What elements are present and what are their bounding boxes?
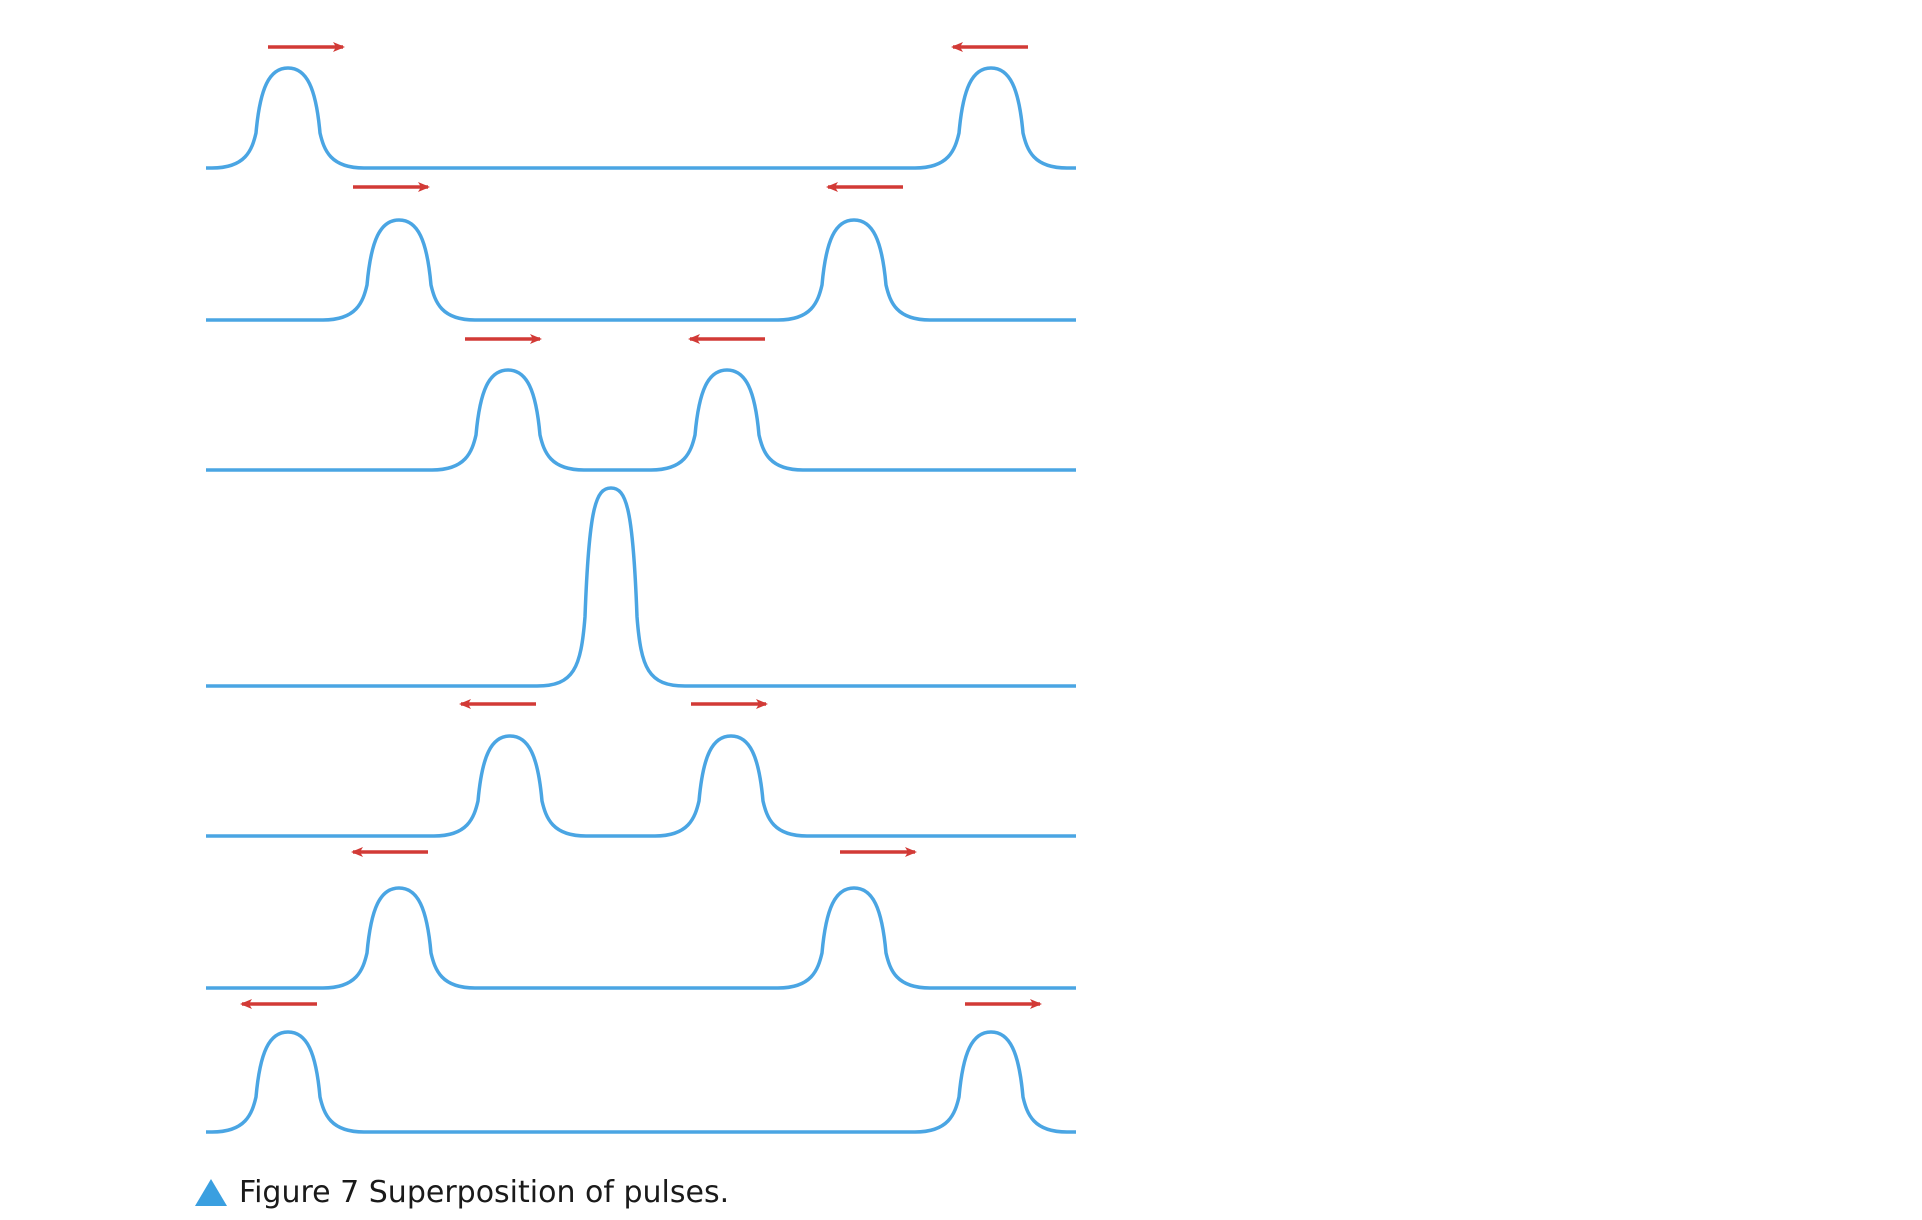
string-wave bbox=[206, 734, 1076, 838]
string-wave bbox=[206, 886, 1076, 990]
string-wave bbox=[206, 368, 1076, 472]
figure-caption: Figure 7 Superposition of pulses. bbox=[195, 1168, 729, 1216]
frame-2 bbox=[206, 182, 1076, 322]
triangle-marker-icon bbox=[195, 1178, 227, 1206]
string-wave bbox=[206, 1030, 1076, 1134]
string-wave bbox=[206, 66, 1076, 170]
frame-1 bbox=[206, 42, 1076, 170]
frame-7 bbox=[206, 999, 1076, 1134]
frame-5 bbox=[206, 699, 1076, 838]
string-wave bbox=[206, 218, 1076, 322]
frame-6 bbox=[206, 847, 1076, 990]
frame-4 bbox=[206, 486, 1076, 688]
string-wave bbox=[206, 486, 1076, 688]
frame-3 bbox=[206, 334, 1076, 472]
caption-text: Figure 7 Superposition of pulses. bbox=[239, 1174, 730, 1210]
